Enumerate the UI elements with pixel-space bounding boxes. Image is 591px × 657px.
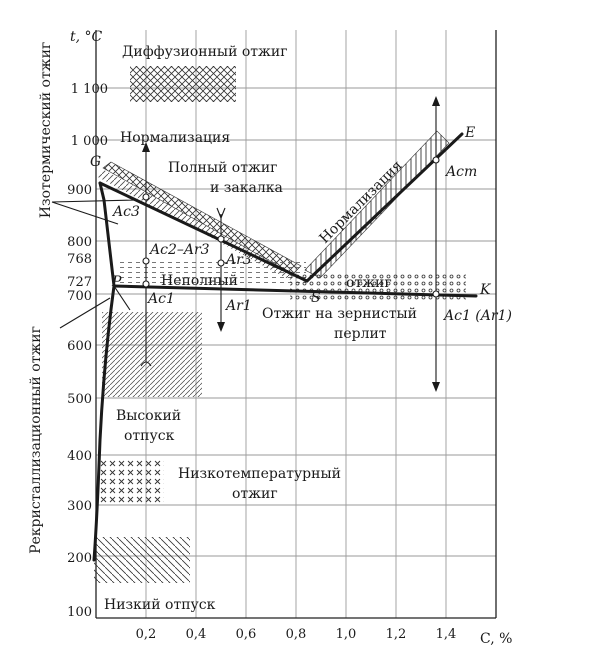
high-tempering-label: Высокий [116,408,181,424]
x-axis-label: C, % [480,631,512,647]
point-G: G [90,154,101,170]
low-tempering-region [94,537,190,583]
low-temperature-annealing-label-2: отжиг [232,486,278,502]
diffusion-annealing-region [130,66,236,102]
x-tick: 0,2 [136,627,157,642]
point-Ac2-Ar3: Ac2–Ar3 [148,242,210,258]
granular-pearlite-label-2: перлит [334,326,387,342]
normalization-label: Нормализация [120,130,230,146]
y-tick: 400 [67,449,92,464]
line-GP [98,181,116,288]
x-tick: 0,4 [186,627,207,642]
y-tick: 500 [67,392,92,407]
y-tick: 1 000 [71,134,108,149]
point-Ac3: Ac3 [111,204,140,220]
full-annealing-label-2: и закалка [210,180,283,196]
y-tick-labels: 100 200 300 400 500 600 700 727 768 800 … [67,82,108,620]
hatched-regions [94,66,466,583]
y-tick: 300 [67,499,92,514]
point-Ar3: Ar3 [224,252,252,268]
y-axis-label: t, °C [70,29,103,45]
x-tick: 0,8 [286,627,307,642]
low-temperature-annealing-region [100,460,164,505]
low-temperature-annealing-label: Низкотемпературный [178,466,341,482]
x-tick: 1,4 [436,627,457,642]
point-labels: G P S E K Ac3 Ac2–Ar3 Ar3 Ac1 Ar1 Acm Ac… [90,125,512,324]
high-tempering-region [102,312,202,397]
point-K: K [479,282,492,298]
y-tick: 100 [67,605,92,620]
grid [95,30,497,619]
critical-point-markers [142,156,440,298]
point-S: S [311,290,321,306]
y-tick: 768 [67,252,92,267]
recrystallization-annealing-label: Рекристаллизационный отжиг [28,326,44,554]
x-tick: 0,6 [236,627,257,642]
process-arrows [140,96,440,392]
y-tick: 1 100 [71,82,108,97]
line-PSK [112,284,478,298]
point-E: E [464,125,475,141]
point-Ac1-Ar1: Ac1 (Ar1) [442,308,512,324]
isothermal-annealing-label: Изотермический отжиг [38,42,54,218]
y-tick: 700 [67,289,92,304]
x-tick: 1,0 [336,627,357,642]
normalization-diagonal-band [304,130,450,279]
y-tick: 800 [67,235,92,250]
point-Ar1: Ar1 [224,298,252,314]
y-tick: 727 [67,275,92,290]
full-annealing-label: Полный отжиг [168,160,278,176]
annealing-word-label: отжиг [346,275,392,291]
granular-pearlite-label: Отжиг на зернистый [262,306,417,322]
line-SE [305,132,464,283]
point-P: P [111,274,122,290]
diffusion-annealing-label: Диффузионный отжиг [122,44,288,60]
incomplete-annealing-region [120,262,306,284]
high-tempering-label-2: отпуск [124,428,175,444]
y-tick: 200 [67,551,92,566]
incomplete-annealing-label: Неполный [161,273,238,289]
low-tempering-label: Низкий отпуск [104,597,216,613]
x-tick: 1,2 [386,627,407,642]
y-tick: 600 [67,339,92,354]
y-tick: 900 [67,183,92,198]
point-Ac1: Ac1 [146,291,175,307]
point-Acm: Acm [444,164,477,180]
line-PQ [92,284,116,562]
phase-lines [92,132,478,562]
x-tick-labels: 0,2 0,4 0,6 0,8 1,0 1,2 1,4 [136,627,457,642]
line-GS [98,181,309,283]
leader-lines [51,199,139,329]
